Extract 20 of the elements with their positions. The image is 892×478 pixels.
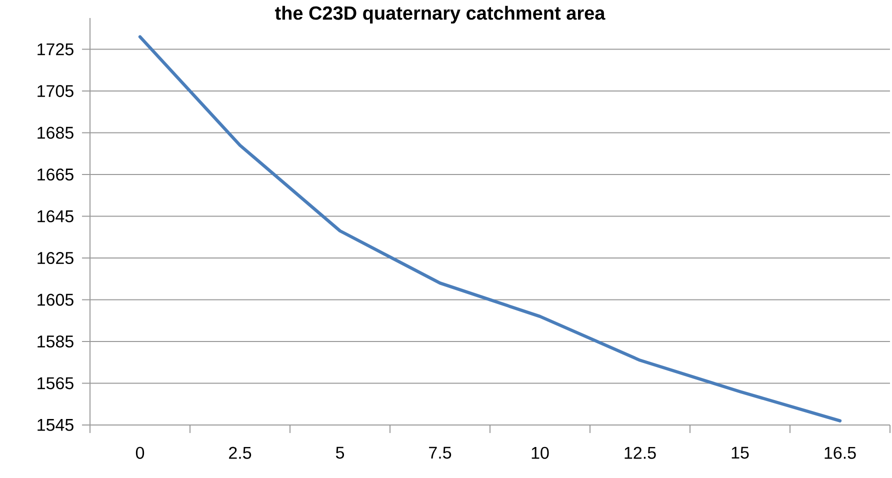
- x-tick-label: 12.5: [624, 446, 656, 459]
- y-tick-label: 1685: [38, 126, 74, 139]
- y-tick-label: 1705: [38, 85, 74, 98]
- line-series: [138, 35, 842, 422]
- x-tick-label: 2.5: [229, 446, 252, 459]
- x-tick-label: 16.5: [824, 446, 856, 459]
- y-tick-label: 1545: [38, 419, 74, 431]
- x-tick-label: 15: [732, 446, 749, 459]
- y-tick-label: 1645: [38, 210, 74, 222]
- y-tick-label: 1605: [38, 294, 74, 306]
- x-tick-label: 10: [532, 446, 549, 459]
- y-tick-label: 1585: [38, 335, 74, 348]
- x-tick-label: 7.5: [429, 446, 452, 459]
- y-tick-label: 1565: [38, 377, 74, 390]
- y-tick-label: 1725: [38, 43, 74, 56]
- y-tick-label: 1665: [38, 168, 74, 181]
- x-tick-label: 0: [136, 446, 144, 459]
- y-tick-label: 1625: [38, 252, 74, 264]
- x-tick-label: 5: [336, 446, 344, 459]
- chart-title: the C23D quaternary catchment area: [274, 6, 606, 24]
